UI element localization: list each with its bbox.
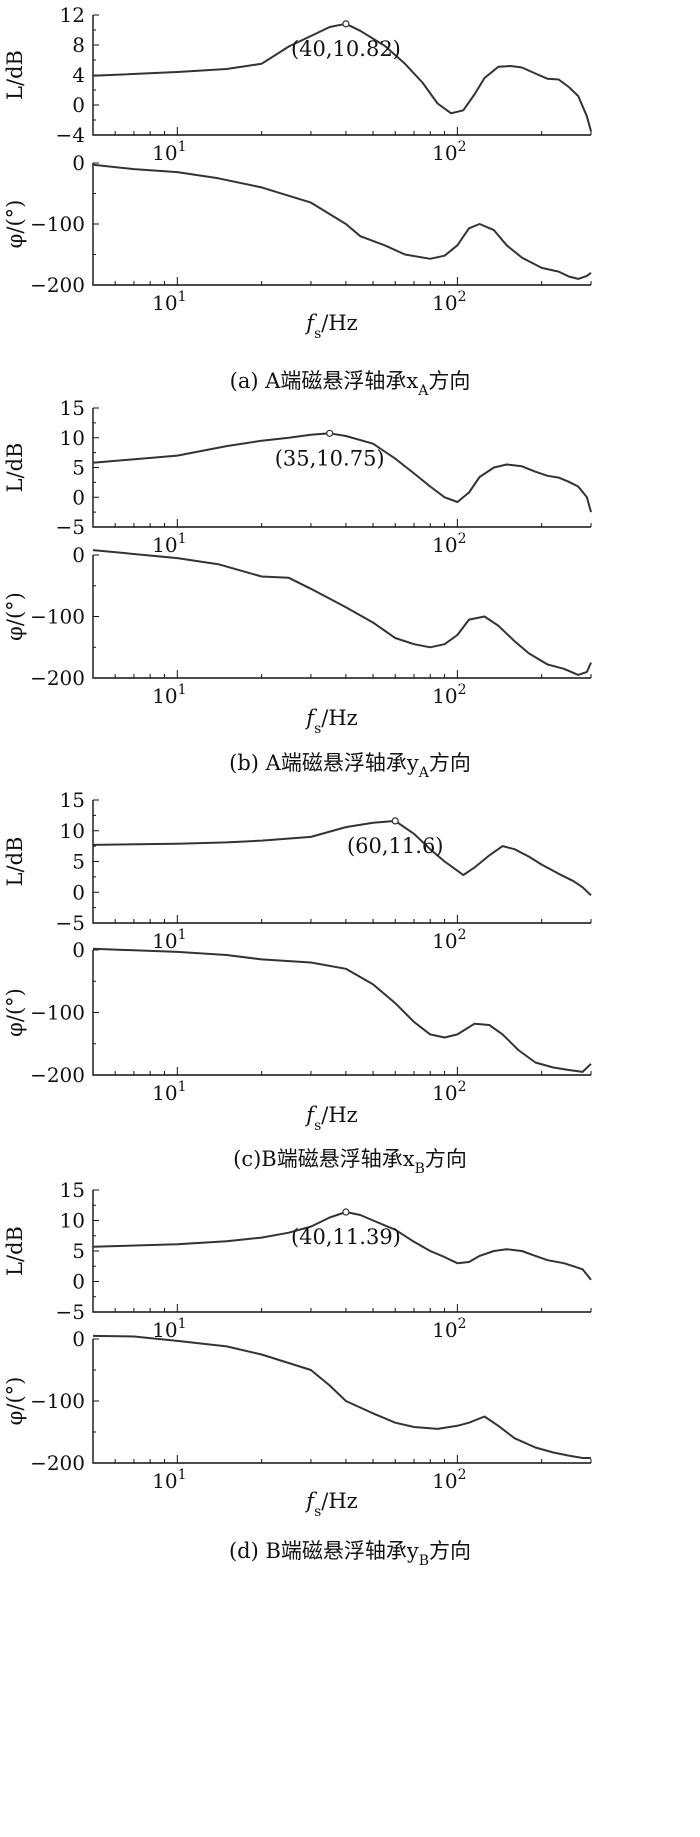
magnitude-ytick-label: 5 xyxy=(72,456,85,480)
panel-a: −4 0 4 8 12 101 102 L/dB (40,10.82) −200 −100 0 101 1… xyxy=(3,3,592,399)
phase-xtick-label: 102 xyxy=(432,1467,466,1493)
magnitude-xtick-label: 102 xyxy=(432,927,466,953)
phase-ylabel: φ/(°) xyxy=(3,1377,27,1426)
magnitude-curve xyxy=(92,1211,592,1281)
magnitude-ylabel: L/dB xyxy=(3,443,27,493)
magnitude-ytick-label: 5 xyxy=(72,850,85,874)
peak-marker xyxy=(326,429,334,437)
magnitude-ytick-label: 12 xyxy=(60,3,85,27)
peak-marker xyxy=(391,817,399,825)
magnitude-ylabel: L/dB xyxy=(3,50,27,100)
phase-ytick-label: −100 xyxy=(30,1001,85,1025)
phase-ytick-label: −200 xyxy=(30,273,85,297)
phase-curve xyxy=(92,1334,591,1459)
phase-ytick-label: 0 xyxy=(72,1327,85,1351)
magnitude-xtick-label: 101 xyxy=(152,531,186,557)
magnitude-ytick-label: 15 xyxy=(60,396,85,420)
phase-axis-frame xyxy=(92,163,591,286)
magnitude-ylabel: L/dB xyxy=(3,837,27,887)
phase-ytick-label: −100 xyxy=(30,605,85,629)
magnitude-ytick-label: 10 xyxy=(60,1209,85,1233)
magnitude-xtick-label: 101 xyxy=(152,927,186,953)
magnitude-axis-frame xyxy=(92,15,591,136)
phase-ylabel: φ/(°) xyxy=(3,592,27,641)
phase-ytick-label: −200 xyxy=(30,1063,85,1087)
phase-xtick-label: 102 xyxy=(432,682,466,708)
phase-plot-c: −200 −100 0 101 102 φ/(°) xyxy=(3,938,592,1105)
magnitude-ytick-label: 0 xyxy=(72,880,85,904)
phase-ytick-label: 0 xyxy=(72,938,85,962)
magnitude-ylabel: L/dB xyxy=(3,1226,27,1276)
magnitude-ytick-label: −4 xyxy=(56,123,85,147)
magnitude-plot-c: −5 0 5 10 15 101 102 L/dB (60,11.6) xyxy=(3,788,592,953)
phase-ytick-label: −200 xyxy=(30,666,85,690)
magnitude-ytick-label: 15 xyxy=(60,788,85,812)
phase-xtick-label: 101 xyxy=(152,682,186,708)
phase-axis-frame xyxy=(92,555,591,679)
magnitude-ytick-label: 10 xyxy=(60,819,85,843)
magnitude-ytick-label: 15 xyxy=(60,1178,85,1202)
magnitude-ytick-label: −5 xyxy=(56,911,85,935)
magnitude-xtick-label: 102 xyxy=(432,1316,466,1342)
phase-xtick-label: 101 xyxy=(152,289,186,315)
peak-annotation: (60,11.6) xyxy=(347,834,444,858)
phase-plot-d: −200 −100 0 101 102 φ/(°) xyxy=(3,1327,592,1493)
panel-b: −5 0 5 10 15 101 102 L/dB (35,10.75) −200 −100 0 101… xyxy=(3,396,592,781)
magnitude-ytick-label: 0 xyxy=(72,1270,85,1294)
phase-ytick-label: −100 xyxy=(30,212,85,236)
phase-curve xyxy=(92,947,592,1073)
magnitude-ytick-label: 0 xyxy=(72,93,85,117)
magnitude-ytick-label: −5 xyxy=(56,515,85,539)
phase-ytick-label: 0 xyxy=(72,543,85,567)
phase-ytick-label: −100 xyxy=(30,1389,85,1413)
phase-curve xyxy=(92,549,592,676)
magnitude-ytick-label: −5 xyxy=(56,1300,85,1324)
phase-axis-frame xyxy=(92,1339,591,1464)
x-axis-title: fs/Hz xyxy=(304,1489,357,1520)
magnitude-curve xyxy=(92,819,592,897)
magnitude-xtick-label: 102 xyxy=(432,139,466,165)
x-axis-title: fs/Hz xyxy=(304,1103,357,1134)
phase-plot-a: −200 −100 0 101 102 φ/(°) xyxy=(3,151,592,315)
peak-marker xyxy=(342,1208,350,1216)
phase-plot-b: −200 −100 0 101 102 φ/(°) xyxy=(3,543,592,708)
magnitude-curve xyxy=(92,432,592,513)
peak-annotation: (40,10.82) xyxy=(291,37,401,61)
phase-xtick-label: 102 xyxy=(432,289,466,315)
magnitude-plot-b: −5 0 5 10 15 101 102 L/dB (35,10.75) xyxy=(3,396,592,557)
magnitude-ytick-label: 0 xyxy=(72,485,85,509)
x-axis-title: fs/Hz xyxy=(304,311,357,342)
phase-ytick-label: −200 xyxy=(30,1451,85,1475)
phase-ylabel: φ/(°) xyxy=(3,200,27,249)
panel-d: −5 0 5 10 15 101 102 L/dB (40,11.39) −200 −100 0 101… xyxy=(3,1178,592,1569)
phase-xtick-label: 102 xyxy=(432,1079,466,1105)
peak-annotation: (35,10.75) xyxy=(275,446,385,470)
magnitude-ytick-label: 5 xyxy=(72,1239,85,1263)
panel-caption: (a) A端磁悬浮轴承xA方向 xyxy=(230,369,471,399)
phase-ytick-label: 0 xyxy=(72,151,85,175)
magnitude-ytick-label: 4 xyxy=(72,63,85,87)
magnitude-axis-frame xyxy=(92,800,591,924)
peak-marker xyxy=(342,20,350,28)
panel-caption: (b) A端磁悬浮轴承yA方向 xyxy=(229,751,471,781)
magnitude-plot-a: −4 0 4 8 12 101 102 L/dB (40,10.82) xyxy=(3,3,592,165)
magnitude-xtick-label: 101 xyxy=(152,139,186,165)
magnitude-ytick-label: 10 xyxy=(60,426,85,450)
panel-c: −5 0 5 10 15 101 102 L/dB (60,11.6) −200 −100 0 101 1… xyxy=(3,788,592,1177)
peak-annotation: (40,11.39) xyxy=(291,1225,401,1249)
panel-caption: (c)B端磁悬浮轴承xB方向 xyxy=(233,1147,467,1177)
phase-xtick-label: 101 xyxy=(152,1467,186,1493)
phase-ylabel: φ/(°) xyxy=(3,988,27,1037)
phase-xtick-label: 101 xyxy=(152,1079,186,1105)
phase-curve xyxy=(92,163,592,280)
panel-caption: (d) B端磁悬浮轴承yB方向 xyxy=(229,1539,471,1569)
x-axis-title: fs/Hz xyxy=(304,706,357,737)
magnitude-xtick-label: 102 xyxy=(432,531,466,557)
magnitude-curve xyxy=(92,22,592,132)
magnitude-ytick-label: 8 xyxy=(72,33,85,57)
